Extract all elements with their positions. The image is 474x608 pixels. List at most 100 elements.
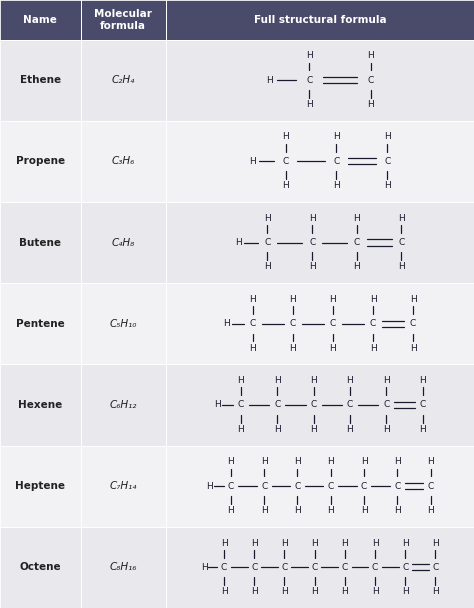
Text: Full structural formula: Full structural formula (254, 15, 386, 25)
Text: H: H (249, 157, 256, 166)
Text: H: H (221, 539, 228, 548)
Text: H: H (372, 539, 378, 548)
Text: C: C (221, 563, 227, 572)
Text: H: H (310, 425, 317, 434)
Text: C: C (402, 563, 409, 572)
Text: H: H (237, 376, 244, 385)
Text: C: C (398, 238, 405, 247)
Text: H: H (346, 425, 353, 434)
Text: C: C (432, 563, 438, 572)
Text: C: C (410, 319, 416, 328)
Text: Butene: Butene (19, 238, 61, 247)
Text: C: C (333, 157, 339, 166)
Text: C: C (309, 238, 315, 247)
Text: H: H (281, 587, 288, 596)
FancyBboxPatch shape (166, 283, 474, 364)
FancyBboxPatch shape (0, 202, 81, 283)
FancyBboxPatch shape (81, 527, 166, 608)
Text: H: H (281, 539, 288, 548)
FancyBboxPatch shape (166, 40, 474, 121)
FancyBboxPatch shape (0, 446, 81, 527)
Text: H: H (228, 506, 234, 515)
Text: H: H (427, 506, 434, 515)
Text: C: C (228, 482, 234, 491)
FancyBboxPatch shape (0, 364, 81, 446)
Text: C: C (372, 563, 378, 572)
Text: H: H (274, 376, 281, 385)
FancyBboxPatch shape (81, 283, 166, 364)
Text: H: H (410, 295, 417, 304)
Text: H: H (311, 587, 318, 596)
Text: H: H (228, 457, 234, 466)
Text: C: C (383, 401, 390, 409)
Text: H: H (354, 213, 360, 223)
Text: H: H (235, 238, 242, 247)
Text: H: H (372, 587, 378, 596)
FancyBboxPatch shape (0, 0, 81, 40)
FancyBboxPatch shape (0, 527, 81, 608)
Text: H: H (309, 263, 316, 271)
FancyBboxPatch shape (166, 446, 474, 527)
Text: H: H (264, 213, 271, 223)
Text: H: H (432, 587, 439, 596)
Text: C: C (419, 401, 426, 409)
Text: H: H (249, 295, 256, 304)
Text: C₇H₁₄: C₇H₁₄ (109, 481, 137, 491)
Text: H: H (290, 344, 296, 353)
Text: C: C (261, 482, 267, 491)
Text: H: H (398, 263, 405, 271)
Text: H: H (370, 295, 376, 304)
Text: H: H (383, 376, 390, 385)
Text: C: C (347, 401, 353, 409)
Text: Pentene: Pentene (16, 319, 64, 329)
FancyBboxPatch shape (81, 40, 166, 121)
Text: H: H (394, 457, 401, 466)
Text: H: H (419, 376, 426, 385)
Text: H: H (282, 133, 289, 142)
Text: H: H (329, 295, 337, 304)
Text: C: C (311, 563, 318, 572)
Text: H: H (201, 563, 208, 572)
Text: C: C (290, 319, 296, 328)
Text: H: H (410, 344, 417, 353)
Text: H: H (341, 539, 348, 548)
FancyBboxPatch shape (81, 446, 166, 527)
Text: H: H (367, 51, 374, 60)
Text: H: H (384, 133, 391, 142)
Text: C₂H₄: C₂H₄ (111, 75, 135, 85)
Text: H: H (341, 587, 348, 596)
Text: H: H (309, 213, 316, 223)
Text: C₃H₆: C₃H₆ (111, 156, 135, 167)
Text: H: H (264, 263, 271, 271)
Text: C: C (428, 482, 434, 491)
Text: Ethene: Ethene (20, 75, 61, 85)
Text: C: C (274, 401, 280, 409)
FancyBboxPatch shape (81, 202, 166, 283)
Text: Name: Name (23, 15, 57, 25)
Text: H: H (398, 213, 405, 223)
Text: H: H (274, 425, 281, 434)
Text: C: C (310, 401, 317, 409)
FancyBboxPatch shape (0, 121, 81, 202)
Text: C₆H₁₂: C₆H₁₂ (109, 400, 137, 410)
FancyBboxPatch shape (81, 121, 166, 202)
Text: H: H (367, 100, 374, 109)
Text: H: H (294, 506, 301, 515)
Text: C: C (361, 482, 367, 491)
Text: H: H (306, 51, 312, 60)
Text: H: H (394, 506, 401, 515)
Text: H: H (237, 425, 244, 434)
FancyBboxPatch shape (166, 202, 474, 283)
Text: H: H (333, 133, 340, 142)
FancyBboxPatch shape (166, 364, 474, 446)
Text: H: H (346, 376, 353, 385)
Text: C: C (330, 319, 336, 328)
Text: C: C (306, 75, 312, 85)
Text: H: H (306, 100, 312, 109)
FancyBboxPatch shape (81, 364, 166, 446)
Text: H: H (294, 457, 301, 466)
Text: Hexene: Hexene (18, 400, 63, 410)
Text: H: H (310, 376, 317, 385)
Text: H: H (427, 457, 434, 466)
FancyBboxPatch shape (81, 0, 166, 40)
